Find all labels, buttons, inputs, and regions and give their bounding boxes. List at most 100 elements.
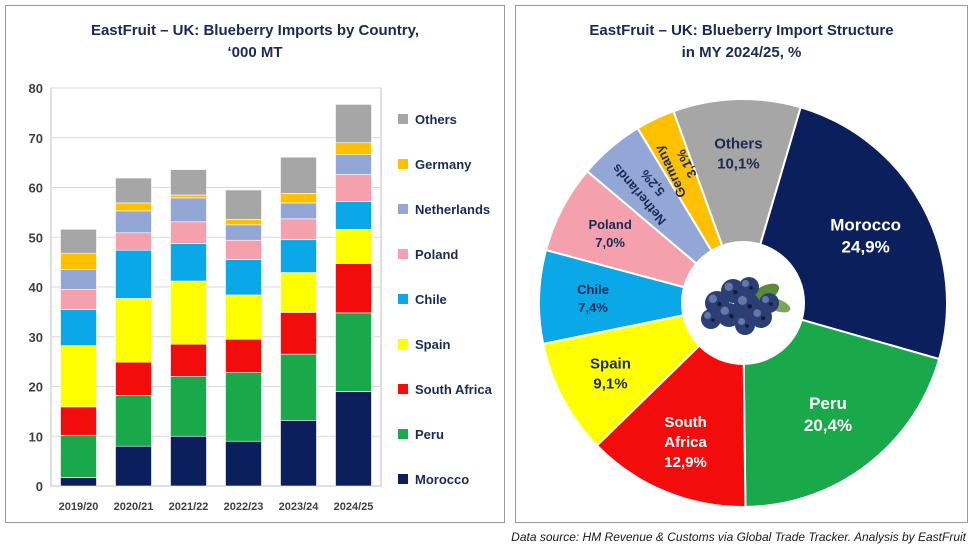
donut-chart-title-line-2: in MY 2024/25, % bbox=[681, 44, 802, 61]
bar-segment bbox=[115, 249, 152, 299]
donut-chart-title-line-1: EastFruit – UK: Blueberry Import Structu… bbox=[589, 22, 894, 39]
slice-label: Spain 9,1% bbox=[590, 355, 631, 392]
donut-chart: Morocco 24,9% Peru 20,4% South Africa 12,9% Spa… bbox=[538, 97, 948, 509]
legend-swatch bbox=[398, 339, 408, 349]
x-tick-label: 2022/23 bbox=[224, 501, 264, 513]
slice-name-label: Peru bbox=[809, 394, 847, 413]
slice-name-label: South bbox=[664, 414, 707, 431]
bar-segment bbox=[170, 221, 207, 245]
donut-chart-title: EastFruit – UK: Blueberry Import Structu… bbox=[516, 20, 967, 64]
bar-segment bbox=[115, 445, 152, 487]
legend-label: Netherlands bbox=[415, 202, 490, 217]
donut-slice bbox=[672, 97, 802, 307]
y-tick-label: 10 bbox=[29, 429, 43, 444]
slice-value-label: 7,0% bbox=[595, 235, 625, 250]
legend-swatch bbox=[398, 429, 408, 439]
bar-segment bbox=[280, 272, 317, 313]
bar-segment bbox=[280, 202, 317, 220]
legend-label: Poland bbox=[415, 247, 458, 262]
legend-swatch bbox=[398, 249, 408, 259]
slice-name-label: Others bbox=[714, 135, 762, 152]
bar-segment bbox=[170, 197, 207, 223]
bar-segment bbox=[335, 174, 372, 202]
y-tick-label: 60 bbox=[29, 181, 43, 196]
bar-chart-title: EastFruit – UK: Blueberry Imports by Cou… bbox=[6, 20, 504, 64]
slice-value-label: 24,9% bbox=[842, 237, 890, 256]
bar-segment bbox=[115, 298, 152, 363]
bar-segment bbox=[225, 294, 262, 340]
bar-segment bbox=[115, 177, 152, 204]
y-tick-label: 50 bbox=[29, 230, 43, 245]
legend-swatch bbox=[398, 474, 408, 484]
bar-segment bbox=[280, 156, 317, 194]
bar-segment bbox=[335, 391, 372, 487]
bar-segment bbox=[170, 435, 207, 487]
bar-segment bbox=[335, 312, 372, 392]
legend-swatch bbox=[398, 159, 408, 169]
blueberries-icon bbox=[701, 277, 791, 335]
bar-segment bbox=[170, 169, 207, 196]
x-tick-label: 2023/24 bbox=[279, 501, 320, 513]
bar-segment bbox=[60, 252, 97, 270]
y-tick-label: 40 bbox=[29, 280, 43, 295]
slice-label: Poland 7,0% bbox=[588, 217, 631, 250]
bar-segment bbox=[225, 259, 262, 296]
legend-swatch bbox=[398, 114, 408, 124]
slice-name-label: Spain bbox=[590, 355, 631, 372]
bar-segment bbox=[280, 239, 317, 273]
bar-segment bbox=[170, 280, 207, 345]
slice-value-label: 9,1% bbox=[593, 375, 627, 392]
slice-value-label: 20,4% bbox=[804, 416, 852, 435]
x-tick-label: 2020/21 bbox=[114, 501, 154, 513]
bar-segment bbox=[335, 104, 372, 144]
slice-name-label: Morocco bbox=[830, 215, 901, 234]
bar-segment bbox=[60, 228, 97, 254]
bar-segment bbox=[225, 224, 262, 241]
slice-label: Peru 20,4% bbox=[804, 394, 852, 435]
bar-segment bbox=[225, 239, 262, 260]
bar-segment bbox=[280, 218, 317, 241]
bar-segment bbox=[225, 189, 262, 220]
donut-slice bbox=[741, 301, 941, 509]
slice-value-label: 7,4% bbox=[578, 300, 608, 315]
slice-value-label: 12,9% bbox=[664, 454, 707, 471]
legend-label: Chile bbox=[415, 292, 447, 307]
slice-name-label: Chile bbox=[577, 282, 609, 297]
bar-segment bbox=[280, 312, 317, 355]
x-tick-label: 2019/20 bbox=[59, 501, 99, 513]
bar-segment bbox=[225, 338, 262, 373]
bar-segment bbox=[60, 289, 97, 310]
bar-segment bbox=[60, 434, 97, 478]
bar-segment bbox=[60, 345, 97, 408]
legend-swatch bbox=[398, 294, 408, 304]
bar-chart-title-line-1: EastFruit – UK: Blueberry Imports by Cou… bbox=[90, 22, 420, 39]
bar-segment bbox=[335, 142, 372, 155]
bar-segment bbox=[225, 219, 262, 226]
bar-segment bbox=[60, 269, 97, 290]
bar-segment bbox=[225, 372, 262, 442]
bar-chart-title-line-2: ‘000 MT bbox=[227, 44, 283, 61]
bar-segment bbox=[335, 228, 372, 264]
bar-segment bbox=[335, 154, 372, 175]
data-source-note: Data source: HM Revenue & Customs via Gl… bbox=[511, 530, 966, 544]
legend-swatch bbox=[398, 384, 408, 394]
legend-swatch bbox=[398, 204, 408, 214]
y-tick-label: 0 bbox=[36, 479, 43, 494]
bar-segment bbox=[335, 201, 372, 230]
x-tick-label: 2024/25 bbox=[334, 501, 374, 513]
bar-segment bbox=[60, 477, 97, 487]
slice-label: South Africa 12,9% bbox=[664, 414, 707, 471]
y-tick-label: 80 bbox=[29, 81, 43, 96]
legend-label: Peru bbox=[415, 427, 444, 442]
bar-segment bbox=[335, 263, 372, 314]
y-tick-label: 70 bbox=[29, 131, 43, 146]
legend-label: Morocco bbox=[415, 472, 469, 487]
slice-value-label: 10,1% bbox=[717, 155, 760, 172]
bar-segment bbox=[280, 353, 317, 421]
bar-segment bbox=[115, 202, 152, 212]
bar-segment bbox=[170, 376, 207, 437]
bar-segment bbox=[170, 243, 207, 282]
bar-segment bbox=[60, 309, 97, 347]
bar-segment bbox=[115, 232, 152, 251]
x-tick-label: 2021/22 bbox=[169, 501, 209, 513]
